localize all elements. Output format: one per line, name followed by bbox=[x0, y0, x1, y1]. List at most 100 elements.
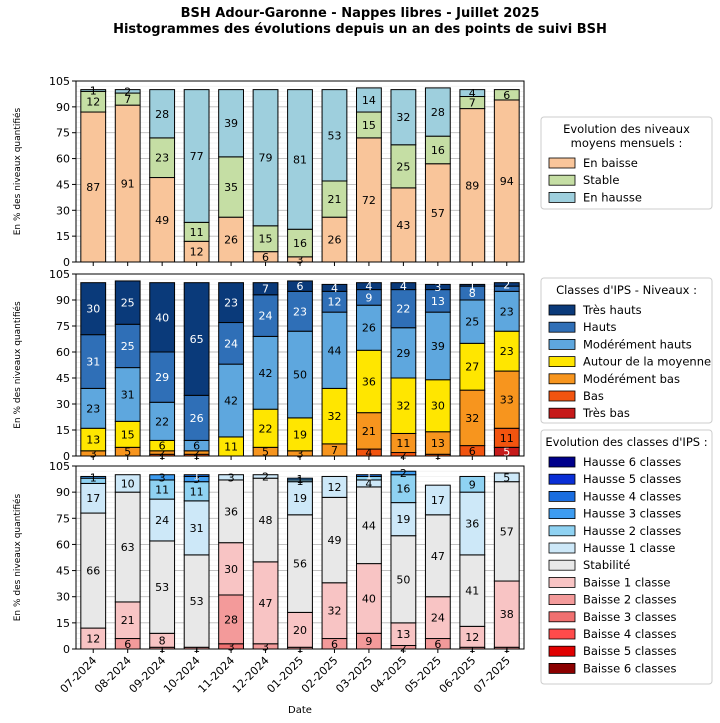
bar-value-label: 17 bbox=[431, 494, 445, 507]
bar-segment bbox=[252, 477, 279, 563]
bar-value-label: 3 bbox=[434, 281, 441, 294]
bar-segment bbox=[80, 512, 107, 629]
x-tick-label: 07-2024 bbox=[58, 654, 100, 696]
bar-value-label: 57 bbox=[500, 525, 514, 538]
axes-frame bbox=[75, 273, 525, 457]
y-tick-label: 0 bbox=[63, 256, 70, 269]
bar-value-label: 48 bbox=[259, 514, 273, 527]
bar-segment bbox=[493, 370, 520, 429]
bar-value-label: 91 bbox=[121, 178, 135, 191]
bar-value-label: 2 bbox=[503, 278, 510, 291]
bar-value-label: 29 bbox=[155, 371, 169, 384]
x-tick-label: 06-2025 bbox=[437, 654, 479, 696]
legend-3: Evolution des classes d'IPS : Hausse 6 cl… bbox=[540, 429, 713, 685]
bar-value-label: 3 bbox=[193, 473, 200, 486]
bar-value-label: 20 bbox=[293, 624, 307, 637]
legend-swatch bbox=[548, 594, 576, 605]
legend-entry-label: Hausse 5 classes bbox=[583, 472, 681, 486]
bar-value-label: 11 bbox=[396, 437, 410, 450]
bar-segment bbox=[356, 111, 382, 139]
legend-swatch bbox=[548, 508, 576, 520]
bar-segment bbox=[356, 349, 382, 414]
bar-value-label: 12 bbox=[327, 296, 341, 309]
bar-value-label: 2 bbox=[124, 85, 131, 98]
legend-entry-label: Hausse 6 classes bbox=[583, 455, 681, 469]
bar-segment bbox=[80, 387, 107, 429]
bar-value-label: 36 bbox=[465, 518, 479, 531]
y-tick-label: 105 bbox=[49, 460, 70, 473]
figure-title-line1: BSH Adour-Garonne - Nappes libres - Juil… bbox=[180, 6, 540, 21]
y-tick-label: 45 bbox=[56, 565, 70, 578]
legend-title: moyens mensuels : bbox=[571, 136, 683, 150]
bar-value-label: 53 bbox=[327, 129, 341, 142]
legend-frame bbox=[540, 277, 713, 424]
bar-value-label: 3 bbox=[159, 471, 166, 484]
y-tick-label: 15 bbox=[56, 230, 70, 243]
bar-segment bbox=[287, 330, 313, 419]
legend-entry-label: Hausse 2 classes bbox=[583, 524, 681, 538]
bar-value-label: 42 bbox=[224, 395, 238, 408]
bar-segment bbox=[356, 563, 382, 634]
legend-entry-label: Baisse 3 classes bbox=[583, 610, 676, 624]
bar-segment bbox=[114, 491, 141, 603]
bar-value-label: 89 bbox=[465, 179, 479, 192]
y-tick-label: 15 bbox=[56, 424, 70, 437]
legend-swatch bbox=[548, 645, 576, 657]
bar-value-label: 6 bbox=[193, 440, 200, 453]
y-axis-label: En % des niveaux quantifiés bbox=[12, 301, 23, 429]
bar-value-label: 16 bbox=[396, 483, 410, 496]
bar-value-label: 12 bbox=[465, 631, 479, 644]
bar-value-label: 3 bbox=[262, 640, 269, 653]
bar-value-label: 24 bbox=[431, 612, 445, 625]
bar-value-label: 3 bbox=[228, 471, 235, 484]
bar-value-label: 32 bbox=[327, 410, 341, 423]
bar-value-label: 32 bbox=[396, 111, 410, 124]
bar-value-label: 22 bbox=[259, 422, 273, 435]
bar-value-label: 15 bbox=[259, 233, 273, 246]
bar-value-label: 23 bbox=[293, 305, 307, 318]
y-tick-label: 105 bbox=[49, 75, 70, 88]
bar-segment bbox=[149, 282, 176, 353]
bar-segment bbox=[424, 379, 451, 433]
bar-value-label: 53 bbox=[155, 581, 169, 594]
y-tick-label: 105 bbox=[49, 268, 70, 281]
bar-value-label: 30 bbox=[224, 563, 238, 576]
bar-segment bbox=[287, 477, 313, 481]
legend-entry-label: Baisse 6 classes bbox=[583, 661, 676, 675]
bar-value-label: 12 bbox=[190, 246, 204, 259]
bar-value-label: 26 bbox=[362, 322, 376, 335]
bar-value-label: 81 bbox=[293, 153, 307, 166]
bar-value-label: 36 bbox=[224, 505, 238, 518]
bar-value-label: 30 bbox=[86, 303, 100, 316]
bar-value-label: 35 bbox=[224, 181, 238, 194]
bar-value-label: 3 bbox=[228, 640, 235, 653]
bar-value-label: 11 bbox=[155, 484, 169, 497]
bar-value-label: 13 bbox=[431, 295, 445, 308]
bar-value-label: 2 bbox=[262, 470, 269, 483]
bar-segment bbox=[459, 491, 486, 556]
legend-title: Evolution des niveaux bbox=[563, 122, 690, 136]
axes-frame bbox=[75, 465, 525, 650]
bar-segment bbox=[183, 554, 210, 648]
bar-segment bbox=[114, 323, 141, 369]
bar-segment bbox=[356, 474, 382, 477]
bar-segment bbox=[114, 280, 141, 325]
bar-value-label: 7 bbox=[262, 283, 269, 296]
legend-title: Evolution des classes d'IPS : bbox=[545, 435, 707, 449]
bar-value-label: 27 bbox=[465, 361, 479, 374]
legend-swatch bbox=[548, 321, 576, 333]
bar-value-label: 53 bbox=[190, 595, 204, 608]
bar-segment bbox=[493, 99, 520, 263]
bar-segment bbox=[287, 611, 313, 648]
y-tick-label: 30 bbox=[56, 591, 70, 604]
bar-value-label: 49 bbox=[327, 534, 341, 547]
bar-value-label: 63 bbox=[121, 541, 135, 554]
bar-value-label: 5 bbox=[503, 446, 510, 459]
x-tick-label: 01-2025 bbox=[264, 654, 306, 696]
bar-value-label: 25 bbox=[121, 297, 135, 310]
bar-value-label: 1 bbox=[193, 470, 200, 483]
bar-value-label: 32 bbox=[465, 412, 479, 425]
bar-value-label: 11 bbox=[190, 485, 204, 498]
bar-value-label: 29 bbox=[396, 347, 410, 360]
